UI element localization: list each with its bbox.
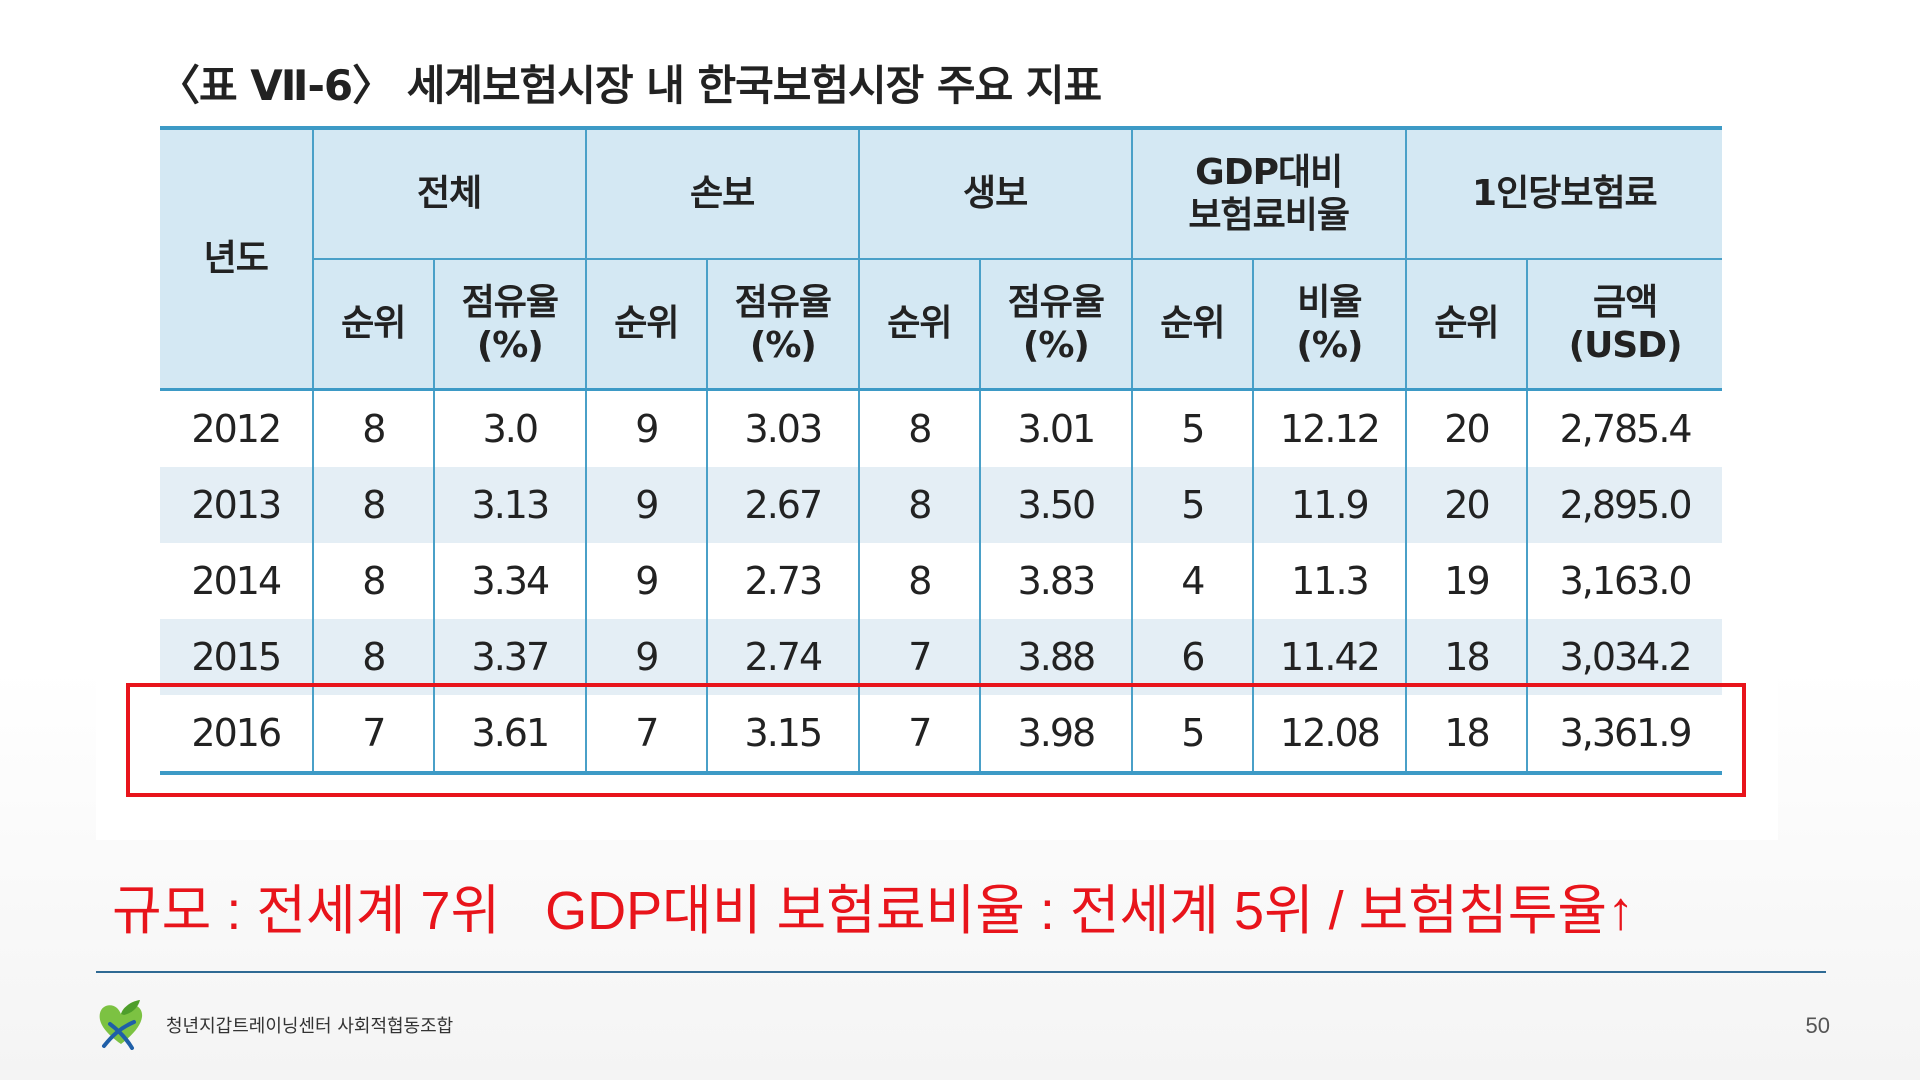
percap-rank-cell: 20 (1404, 467, 1528, 543)
life-share-header-line2: (%) (1022, 325, 1090, 366)
gdp-ratio-cell: 11.9 (1252, 467, 1406, 543)
table-row: 2012 8 3.0 9 3.03 8 3.01 5 12.12 20 2,78… (160, 389, 1722, 467)
gdp-ratio-group-header: GDP대비 보험료비율 (1130, 126, 1406, 260)
percap-amount-header-line1: 금액 (1592, 281, 1658, 323)
table-row: 2016 7 3.61 7 3.15 7 3.98 5 12.08 18 3,3… (160, 695, 1722, 775)
per-capita-group-header: 1인당보험료 (1404, 126, 1722, 260)
life-share-header-line1: 점유율 (1007, 281, 1105, 323)
nonlife-rank-header: 순위 (584, 259, 708, 391)
gdp-ratio-cell: 12.08 (1252, 695, 1406, 775)
nonlife-rank-cell: 9 (584, 619, 708, 695)
nonlife-group-header: 손보 (584, 126, 859, 260)
total-share-cell: 3.61 (433, 695, 586, 775)
total-share-cell: 3.13 (433, 467, 586, 543)
highlight-2016-row-box (126, 683, 1746, 797)
life-share-cell: 3.83 (979, 543, 1132, 619)
percap-amount-cell: 3,361.9 (1526, 695, 1722, 775)
gdp-ratio-cell: 11.42 (1252, 619, 1406, 695)
percap-rank-header: 순위 (1404, 259, 1528, 391)
life-rank-cell: 7 (857, 695, 981, 775)
gdp-rank-cell: 5 (1130, 467, 1254, 543)
nonlife-share-cell: 3.15 (706, 695, 859, 775)
nonlife-rank-cell: 7 (584, 695, 708, 775)
total-share-cell: 3.0 (433, 389, 586, 467)
gdp-ratio-cell: 12.12 (1252, 389, 1406, 467)
nonlife-share-cell: 3.03 (706, 389, 859, 467)
organization-name: 청년지갑트레이닝센터 사회적협동조합 (166, 1016, 454, 1037)
life-share-cell: 3.01 (979, 389, 1132, 467)
nonlife-share-header-line2: (%) (749, 325, 817, 366)
table-title: 〈표 Ⅶ-6〉 세계보험시장 내 한국보험시장 주요 지표 (158, 61, 1102, 110)
table-row: 2013 8 3.13 9 2.67 8 3.50 5 11.9 20 2,89… (160, 467, 1722, 543)
total-share-cell: 3.34 (433, 543, 586, 619)
total-rank-header: 순위 (311, 259, 435, 391)
percap-amount-header: 금액 (USD) (1526, 259, 1722, 391)
percap-rank-cell: 20 (1404, 389, 1528, 467)
year-cell: 2013 (160, 467, 313, 543)
life-share-cell: 3.50 (979, 467, 1132, 543)
nonlife-share-header: 점유율 (%) (706, 259, 859, 391)
nonlife-rank-cell: 9 (584, 543, 708, 619)
year-cell: 2012 (191, 407, 282, 451)
nonlife-share-cell: 2.73 (706, 543, 859, 619)
gdp-rank-cell: 5 (1130, 389, 1254, 467)
gdp-ratio-header-line1: GDP대비 (1195, 151, 1343, 193)
gdp-rank-cell: 4 (1130, 543, 1254, 619)
page-number: 50 (1805, 1013, 1830, 1038)
gdp-ratio-header: 비율 (%) (1252, 259, 1406, 391)
year-column-header: 년도 (160, 126, 313, 391)
life-share-cell: 3.88 (979, 619, 1132, 695)
heart-leaf-logo-icon (99, 1000, 143, 1050)
life-group-header: 생보 (857, 126, 1132, 260)
life-rank-header: 순위 (857, 259, 981, 391)
gdp-ratio-sub-line2: (%) (1296, 325, 1363, 366)
percap-amount-header-line2: (USD) (1568, 325, 1683, 366)
life-share-header: 점유율 (%) (979, 259, 1132, 391)
nonlife-rank-cell: 9 (584, 467, 708, 543)
nonlife-share-cell: 2.74 (706, 619, 859, 695)
total-rank-cell: 8 (311, 543, 435, 619)
life-rank-cell: 8 (857, 389, 981, 467)
year-cell: 2014 (191, 559, 282, 603)
percap-amount-cell: 3,034.2 (1526, 619, 1722, 695)
table-row: 2014 8 3.34 9 2.73 8 3.83 4 11.3 19 3,16… (160, 543, 1722, 619)
total-share-header: 점유율 (%) (433, 259, 586, 391)
percap-amount-cell: 2,895.0 (1526, 467, 1722, 543)
total-rank-cell: 8 (311, 467, 435, 543)
life-rank-cell: 7 (857, 619, 981, 695)
life-rank-cell: 8 (857, 467, 981, 543)
total-share-header-line2: (%) (476, 325, 544, 366)
total-share-header-line1: 점유율 (461, 281, 559, 323)
total-group-header: 전체 (311, 126, 586, 260)
gdp-ratio-header-line2: 보험료비율 (1188, 195, 1350, 236)
gdp-rank-cell: 5 (1130, 695, 1254, 775)
year-cell: 2015 (160, 619, 313, 695)
footer-divider (96, 971, 1826, 973)
percap-rank-cell: 18 (1404, 695, 1528, 775)
total-rank-cell: 7 (311, 695, 435, 775)
nonlife-share-header-line1: 점유율 (734, 281, 832, 323)
nonlife-share-cell: 2.67 (706, 467, 859, 543)
year-cell: 2016 (160, 695, 313, 775)
gdp-rank-cell: 6 (1130, 619, 1254, 695)
summary-text: 규모 : 전세계 7위 GDP대비 보험료비율 : 전세계 5위 / 보험침투율… (112, 881, 1635, 941)
percap-rank-cell: 19 (1404, 543, 1528, 619)
total-share-cell: 3.37 (433, 619, 586, 695)
table-row: 2015 8 3.37 9 2.74 7 3.88 6 11.42 18 3,0… (160, 619, 1722, 695)
nonlife-rank-cell: 9 (584, 389, 708, 467)
life-rank-cell: 8 (857, 543, 981, 619)
total-rank-cell: 8 (311, 389, 435, 467)
gdp-rank-header: 순위 (1130, 259, 1254, 391)
life-share-cell: 3.98 (979, 695, 1132, 775)
percap-rank-cell: 18 (1404, 619, 1528, 695)
percap-amount-cell: 3,163.0 (1526, 543, 1722, 619)
insurance-indicator-table: 년도 전체 손보 생보 GDP대비 보험료비율 1인당보험료 순위 점유율 (%… (160, 126, 1722, 775)
gdp-ratio-sub-line1: 비율 (1297, 281, 1362, 323)
total-rank-cell: 8 (311, 619, 435, 695)
gdp-ratio-cell: 11.3 (1252, 543, 1406, 619)
percap-amount-cell: 2,785.4 (1526, 389, 1722, 467)
